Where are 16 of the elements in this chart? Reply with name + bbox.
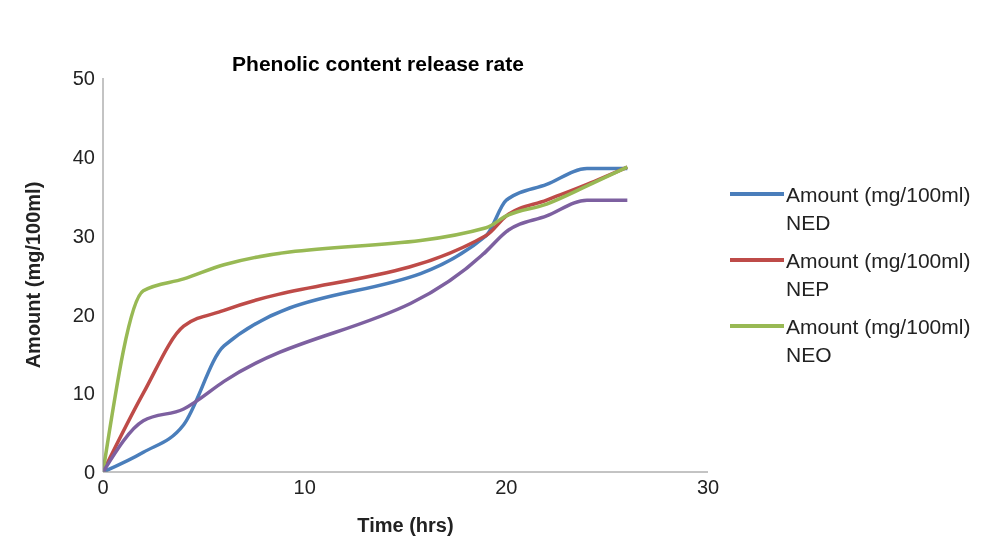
y-tick-label: 20 [72,303,95,326]
x-axis-title: Time (hrs) [357,514,454,536]
y-axis-title: Amount (mg/100ml) [22,181,45,369]
y-tick-label: 10 [72,382,95,405]
y-tick-label: 50 [72,67,95,90]
legend-label: Amount (mg/100ml) NED [786,182,972,236]
x-tick-label: 30 [696,476,720,499]
x-tick-label: 0 [97,476,109,499]
chart-title: Phenolic content release rate [232,52,524,75]
x-tick-label: 20 [495,476,518,499]
legend-label: Amount (mg/100ml) NEP [786,248,972,302]
y-tick-label: 30 [72,224,95,247]
legend-label: Amount (mg/100ml) NEO [786,314,972,368]
y-tick-label: 0 [83,461,95,484]
y-tick-label: 40 [72,145,95,168]
x-tick-label: 10 [293,476,316,499]
